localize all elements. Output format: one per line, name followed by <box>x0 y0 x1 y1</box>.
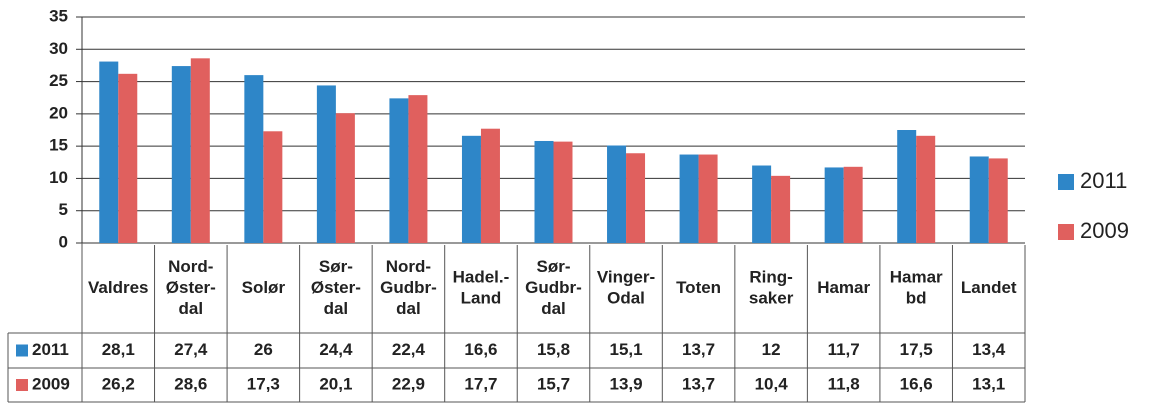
bar <box>553 141 573 243</box>
x-tick-label: Nord-Øster-dal <box>166 257 216 318</box>
x-tick-label: Landet <box>961 278 1017 297</box>
table-value: 13,9 <box>609 374 642 393</box>
bar <box>824 167 844 243</box>
table-value: 12 <box>762 340 781 359</box>
y-tick-label: 30 <box>49 39 68 58</box>
y-tick-label: 20 <box>49 103 68 122</box>
legend-label: 2009 <box>1080 218 1129 243</box>
bar <box>897 130 917 243</box>
bar <box>190 58 210 243</box>
table-value: 15,7 <box>537 374 570 393</box>
bar <box>171 66 191 244</box>
y-tick-label: 5 <box>59 200 68 219</box>
bar <box>263 131 283 243</box>
y-tick-label: 0 <box>59 232 68 251</box>
x-tick-label: Sør-Øster-dal <box>311 257 361 318</box>
bar <box>698 154 718 243</box>
table-value: 13,7 <box>682 374 715 393</box>
x-tick-label: Ring-saker <box>749 268 794 308</box>
table-value: 17,7 <box>464 374 497 393</box>
table-value: 24,4 <box>319 340 353 359</box>
table-series-label: 2011 <box>32 340 69 359</box>
bar <box>679 154 699 243</box>
table-value: 28,6 <box>174 374 207 393</box>
bar <box>626 153 646 243</box>
bar <box>480 128 500 243</box>
bar <box>99 61 119 243</box>
x-tick-label: Sør-Gudbr-dal <box>525 257 582 318</box>
table-value: 16,6 <box>900 374 933 393</box>
legend-key <box>1058 224 1074 240</box>
bar <box>316 85 336 244</box>
bar <box>461 135 481 243</box>
table-value: 17,3 <box>247 374 280 393</box>
x-tick-label: Vinger-Odal <box>597 268 655 308</box>
table-legend-key <box>16 379 28 391</box>
bar <box>244 75 264 243</box>
x-tick-label: Solør <box>242 278 286 297</box>
x-tick-label: Hamar <box>817 278 870 297</box>
table-value: 17,5 <box>900 340 933 359</box>
x-tick-label: Hadel.-Land <box>453 268 510 308</box>
bar <box>335 113 355 243</box>
bar <box>843 166 863 243</box>
table-legend-key <box>16 344 28 357</box>
table-value: 10,4 <box>755 374 789 393</box>
bar <box>969 156 989 243</box>
y-tick-label: 15 <box>49 136 68 155</box>
bar <box>988 158 1008 243</box>
y-tick-label: 35 <box>49 6 68 25</box>
table-value: 13,7 <box>682 340 715 359</box>
table-value: 22,4 <box>392 340 426 359</box>
table-value: 13,4 <box>972 340 1006 359</box>
table-value: 13,1 <box>972 374 1005 393</box>
bar <box>389 98 409 243</box>
bar <box>118 73 138 243</box>
table-value: 15,8 <box>537 340 570 359</box>
bar <box>771 175 791 243</box>
bar <box>607 145 627 243</box>
y-tick-label: 10 <box>49 168 68 187</box>
table-value: 16,6 <box>464 340 497 359</box>
table-value: 20,1 <box>319 374 352 393</box>
table-value: 26 <box>254 340 273 359</box>
bar <box>916 135 936 243</box>
table-value: 28,1 <box>102 340 135 359</box>
x-tick-label: Toten <box>676 278 721 297</box>
y-tick-label: 25 <box>49 71 68 90</box>
table-value: 22,9 <box>392 374 425 393</box>
bar <box>752 165 772 243</box>
legend-key <box>1058 174 1074 190</box>
bar <box>408 95 428 243</box>
table-value: 11,7 <box>828 340 860 359</box>
table-value: 27,4 <box>174 340 208 359</box>
x-tick-label: Hamar bd <box>890 268 943 308</box>
bar <box>534 140 554 243</box>
x-tick-label: Nord-Gudbr-dal <box>380 257 437 318</box>
table-series-label: 2009 <box>32 374 70 393</box>
table-value: 26,2 <box>102 374 135 393</box>
table-value: 11,8 <box>828 374 860 393</box>
table-value: 15,1 <box>609 340 642 359</box>
legend-label: 2011 <box>1080 168 1127 193</box>
x-tick-label: Valdres <box>88 278 149 297</box>
